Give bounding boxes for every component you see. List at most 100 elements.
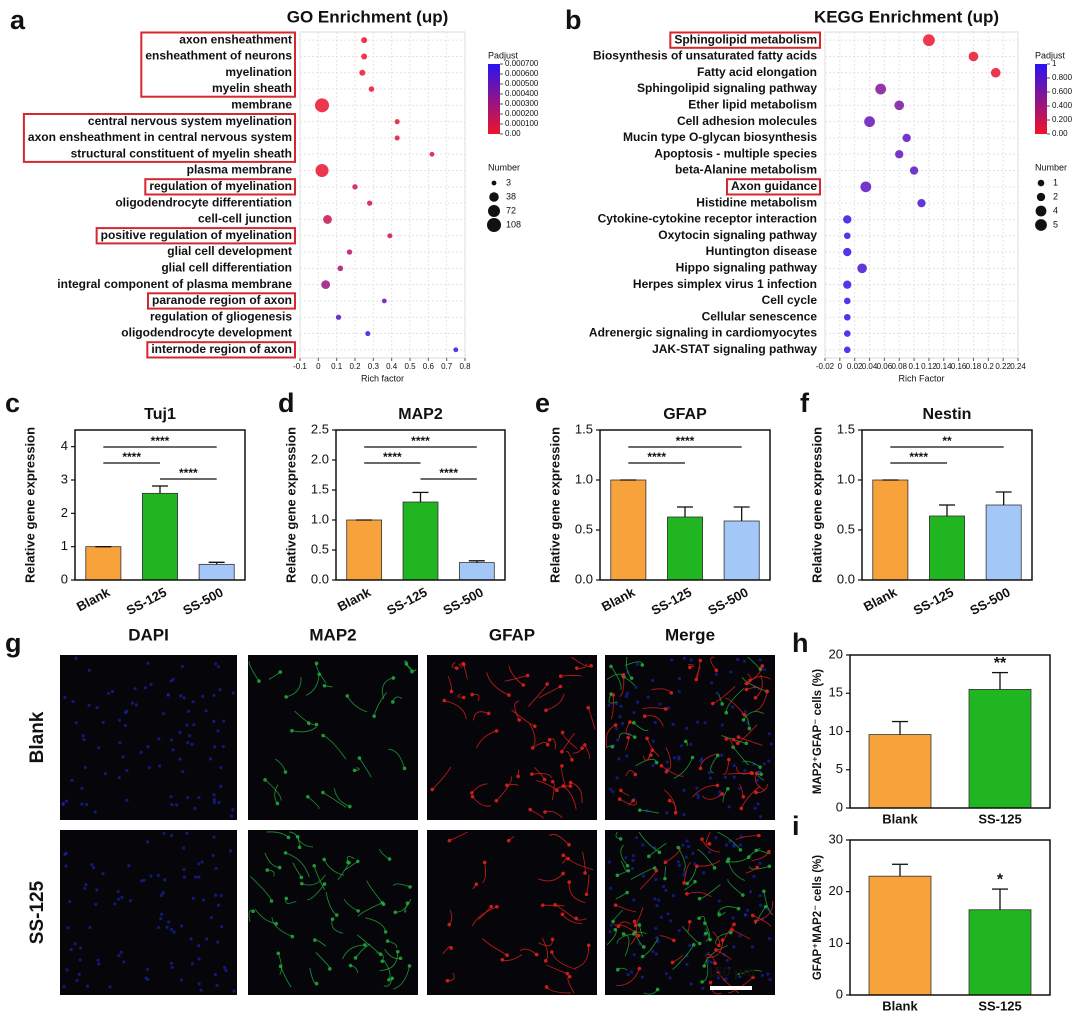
size-legend-marker: [1035, 219, 1047, 231]
nucleus: [635, 700, 640, 704]
x-axis-label: Rich factor: [361, 373, 404, 383]
cell-body: [517, 718, 521, 722]
nucleus: [122, 960, 126, 964]
cell-process: [514, 700, 520, 721]
cell-body: [322, 857, 326, 862]
cell-body: [708, 937, 712, 942]
cell-body: [447, 838, 452, 843]
bar: [458, 562, 495, 581]
significance-label: ****: [909, 450, 928, 464]
nucleus: [193, 806, 197, 810]
highlight-box: [22, 113, 296, 163]
nucleus: [84, 802, 89, 807]
nucleus: [213, 745, 217, 749]
nucleus: [760, 973, 764, 977]
nucleus: [727, 966, 731, 970]
cell-body: [717, 912, 721, 916]
cell-body: [314, 981, 319, 986]
cell-body: [760, 664, 765, 668]
cell-body: [755, 865, 760, 870]
category-label: Fatty acid elongation: [697, 65, 817, 79]
nucleus: [684, 855, 688, 859]
nucleus: [659, 915, 664, 919]
cell-process: [717, 971, 740, 994]
cell-body: [625, 890, 629, 895]
nucleus: [64, 799, 69, 803]
category-label: regulation of myelination: [149, 179, 292, 193]
cell-process: [710, 755, 719, 774]
colorbar: [1035, 64, 1047, 134]
nucleus: [768, 978, 772, 982]
cell-process: [496, 776, 512, 802]
bar: [968, 689, 1032, 809]
y-tick-label: 30: [829, 831, 843, 846]
colorbar-label: 1: [1052, 59, 1057, 68]
cell-body: [741, 718, 746, 722]
nucleus: [161, 891, 165, 895]
bubble: [843, 330, 851, 337]
cell-body: [567, 880, 572, 884]
cell-body: [330, 917, 335, 921]
y-tick-label: 0.0: [311, 571, 329, 586]
cell-body: [449, 946, 454, 950]
size-legend-marker: [1037, 179, 1045, 187]
cell-body: [657, 850, 662, 855]
y-tick-label: 0.5: [311, 541, 329, 556]
bubble: [843, 297, 851, 305]
cell-body: [530, 772, 534, 776]
nucleus: [149, 874, 153, 878]
nucleus: [81, 734, 85, 738]
cell-body: [586, 705, 591, 710]
bubble: [917, 198, 926, 208]
nucleus: [156, 873, 160, 877]
y-tick-label: 2.5: [311, 421, 329, 436]
cell-process: [529, 809, 544, 819]
nucleus: [625, 754, 629, 758]
cell-body: [385, 939, 390, 943]
cell-process: [388, 748, 406, 769]
cell-process: [562, 785, 577, 810]
nucleus: [82, 737, 86, 742]
cell-process: [462, 663, 468, 680]
x-tick-label: SS-125: [649, 584, 694, 618]
y-tick-label: 1.0: [311, 511, 329, 526]
panel-letter: i: [792, 811, 800, 841]
cell-body: [516, 774, 520, 779]
colorbar: [488, 64, 500, 134]
nucleus: [651, 763, 655, 768]
nucleus: [228, 849, 233, 853]
nucleus: [209, 915, 214, 920]
cell-process: [746, 676, 771, 684]
cell-body: [664, 769, 669, 774]
cell-body: [698, 941, 702, 946]
cell-body: [321, 790, 325, 795]
y-axis-label: Relative gene expression: [22, 427, 37, 583]
cell-body: [707, 842, 712, 846]
x-tick-label: Blank: [599, 584, 638, 614]
cell-process: [381, 677, 394, 700]
cell-body: [715, 753, 720, 758]
nucleus: [65, 968, 69, 972]
cell-process: [715, 949, 732, 961]
cell-body: [698, 766, 703, 771]
nucleus: [657, 898, 661, 902]
cell-body: [395, 949, 400, 954]
cell-process: [373, 692, 388, 717]
cell-body: [747, 726, 752, 731]
nucleus: [214, 662, 218, 666]
cell-process: [617, 870, 629, 876]
nucleus: [197, 875, 201, 879]
nucleus: [96, 958, 100, 962]
cell-process: [565, 750, 573, 761]
nucleus: [175, 803, 179, 807]
cell-body: [762, 889, 766, 894]
cell-process: [545, 693, 565, 711]
nucleus: [666, 912, 670, 916]
cell-body: [646, 854, 651, 859]
cell-body: [474, 882, 479, 887]
nucleus: [191, 896, 195, 900]
nucleus: [185, 723, 189, 727]
nucleus: [201, 898, 206, 902]
x-tick-label: 0.4: [386, 362, 398, 371]
